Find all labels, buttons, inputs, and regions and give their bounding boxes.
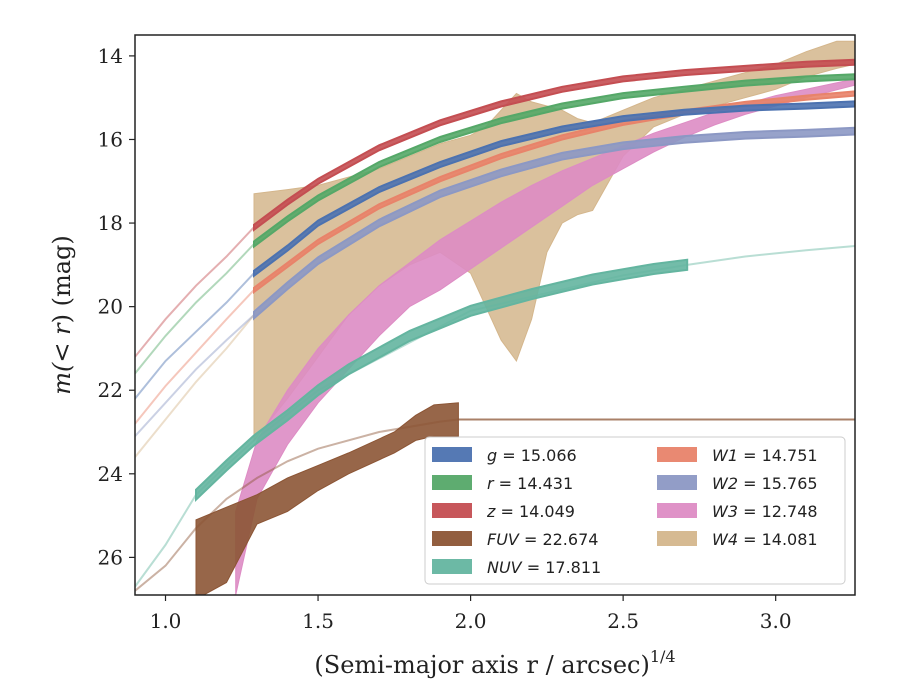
- series-nuv-extrapolated-line: [135, 245, 855, 588]
- legend-swatch-g: [432, 447, 472, 462]
- y-tick-label: 26: [98, 545, 123, 569]
- series-z-extrapolated-line: [135, 226, 255, 358]
- legend-label-nuv: NUV = 17.811: [487, 558, 601, 577]
- legend-swatch-w2: [657, 475, 697, 490]
- series-fuv-band: [195, 402, 459, 595]
- legend: g = 15.066 r = 14.431 z = 14.049 FUV = 22.6…: [424, 436, 846, 585]
- series-g-extrapolated-line: [135, 272, 255, 400]
- series-w4-extrapolated-line: [135, 314, 255, 458]
- legend-label-fuv: FUV = 22.674: [487, 530, 598, 549]
- legend-item-g: g = 15.066: [432, 446, 577, 465]
- x-axis-title: (Semi-major axis r / arcsec)1/4: [314, 647, 675, 679]
- y-axis-title-m: m(: [48, 362, 76, 395]
- legend-swatch-r: [432, 475, 472, 490]
- legend-label-r: r = 14.431: [487, 474, 573, 493]
- y-axis-title-rest: ) (mag): [48, 235, 76, 323]
- x-axis-title-sup: 1/4: [650, 647, 676, 666]
- legend-swatch-w1: [657, 447, 697, 462]
- legend-label-g: g = 15.066: [487, 446, 577, 465]
- legend-swatch-w4: [657, 531, 697, 546]
- legend-label-w3: W3 = 12.748: [712, 502, 818, 521]
- legend-label-z: z = 14.049: [486, 502, 575, 521]
- series-w1-extrapolated-line: [135, 289, 255, 425]
- x-tick-label: 1.5: [302, 609, 334, 633]
- x-tick-label: 1.0: [150, 609, 182, 633]
- y-tick-label: 20: [98, 295, 123, 319]
- series-fuv-extrapolated-line: [135, 418, 459, 592]
- x-tick-label: 2.0: [455, 609, 487, 633]
- y-tick-label: 22: [98, 378, 123, 402]
- x-axis-ticks: 1.0 1.5 2.0 2.5 3.0: [150, 595, 792, 633]
- series-w2-band: [253, 126, 855, 321]
- legend-item-w2: W2 = 15.765: [657, 474, 818, 493]
- y-tick-label: 24: [98, 462, 123, 486]
- series-w1-band: [253, 90, 855, 294]
- legend-box: [424, 436, 846, 585]
- legend-swatch-fuv: [432, 531, 472, 546]
- legend-item-w1: W1 = 14.751: [657, 446, 818, 465]
- legend-item-w3: W3 = 12.748: [657, 502, 818, 521]
- x-axis-title-main: (Semi-major axis r / arcsec): [314, 651, 649, 679]
- series-nuv-band: [195, 258, 689, 503]
- series-g-band: [253, 100, 855, 278]
- x-tick-label: 2.5: [607, 609, 639, 633]
- series-w3-band: [235, 78, 855, 595]
- legend-swatch-nuv: [432, 559, 472, 574]
- legend-item-w4: W4 = 14.081: [657, 530, 818, 549]
- legend-item-z: z = 14.049: [432, 502, 575, 521]
- legend-item-nuv: NUV = 17.811: [432, 558, 601, 577]
- plot-frame: [134, 34, 856, 596]
- legend-label-w1: W1 = 14.751: [712, 446, 818, 465]
- series-r-extrapolated-line: [135, 243, 255, 375]
- y-tick-label: 14: [98, 44, 123, 68]
- y-tick-label: 16: [98, 127, 123, 151]
- legend-item-r: r = 14.431: [432, 474, 573, 493]
- legend-label-w2: W2 = 15.765: [712, 474, 818, 493]
- series-z-band: [253, 58, 855, 232]
- legend-item-fuv: FUV = 22.674: [432, 530, 598, 549]
- series-r-band: [253, 73, 855, 249]
- series-w2-extrapolated-line: [135, 314, 255, 437]
- legend-swatch-z: [432, 503, 472, 518]
- legend-label-w4: W4 = 14.081: [712, 530, 818, 549]
- y-tick-label: 18: [98, 211, 123, 235]
- x-tick-label: 3.0: [760, 609, 792, 633]
- series-lines: [135, 58, 855, 595]
- y-axis-title-lt: < r: [48, 322, 76, 363]
- y-axis-title: m(< r) (mag): [48, 235, 76, 395]
- y-axis-ticks: 14 16 18 20 22 24 26: [98, 44, 135, 569]
- legend-swatch-w3: [657, 503, 697, 518]
